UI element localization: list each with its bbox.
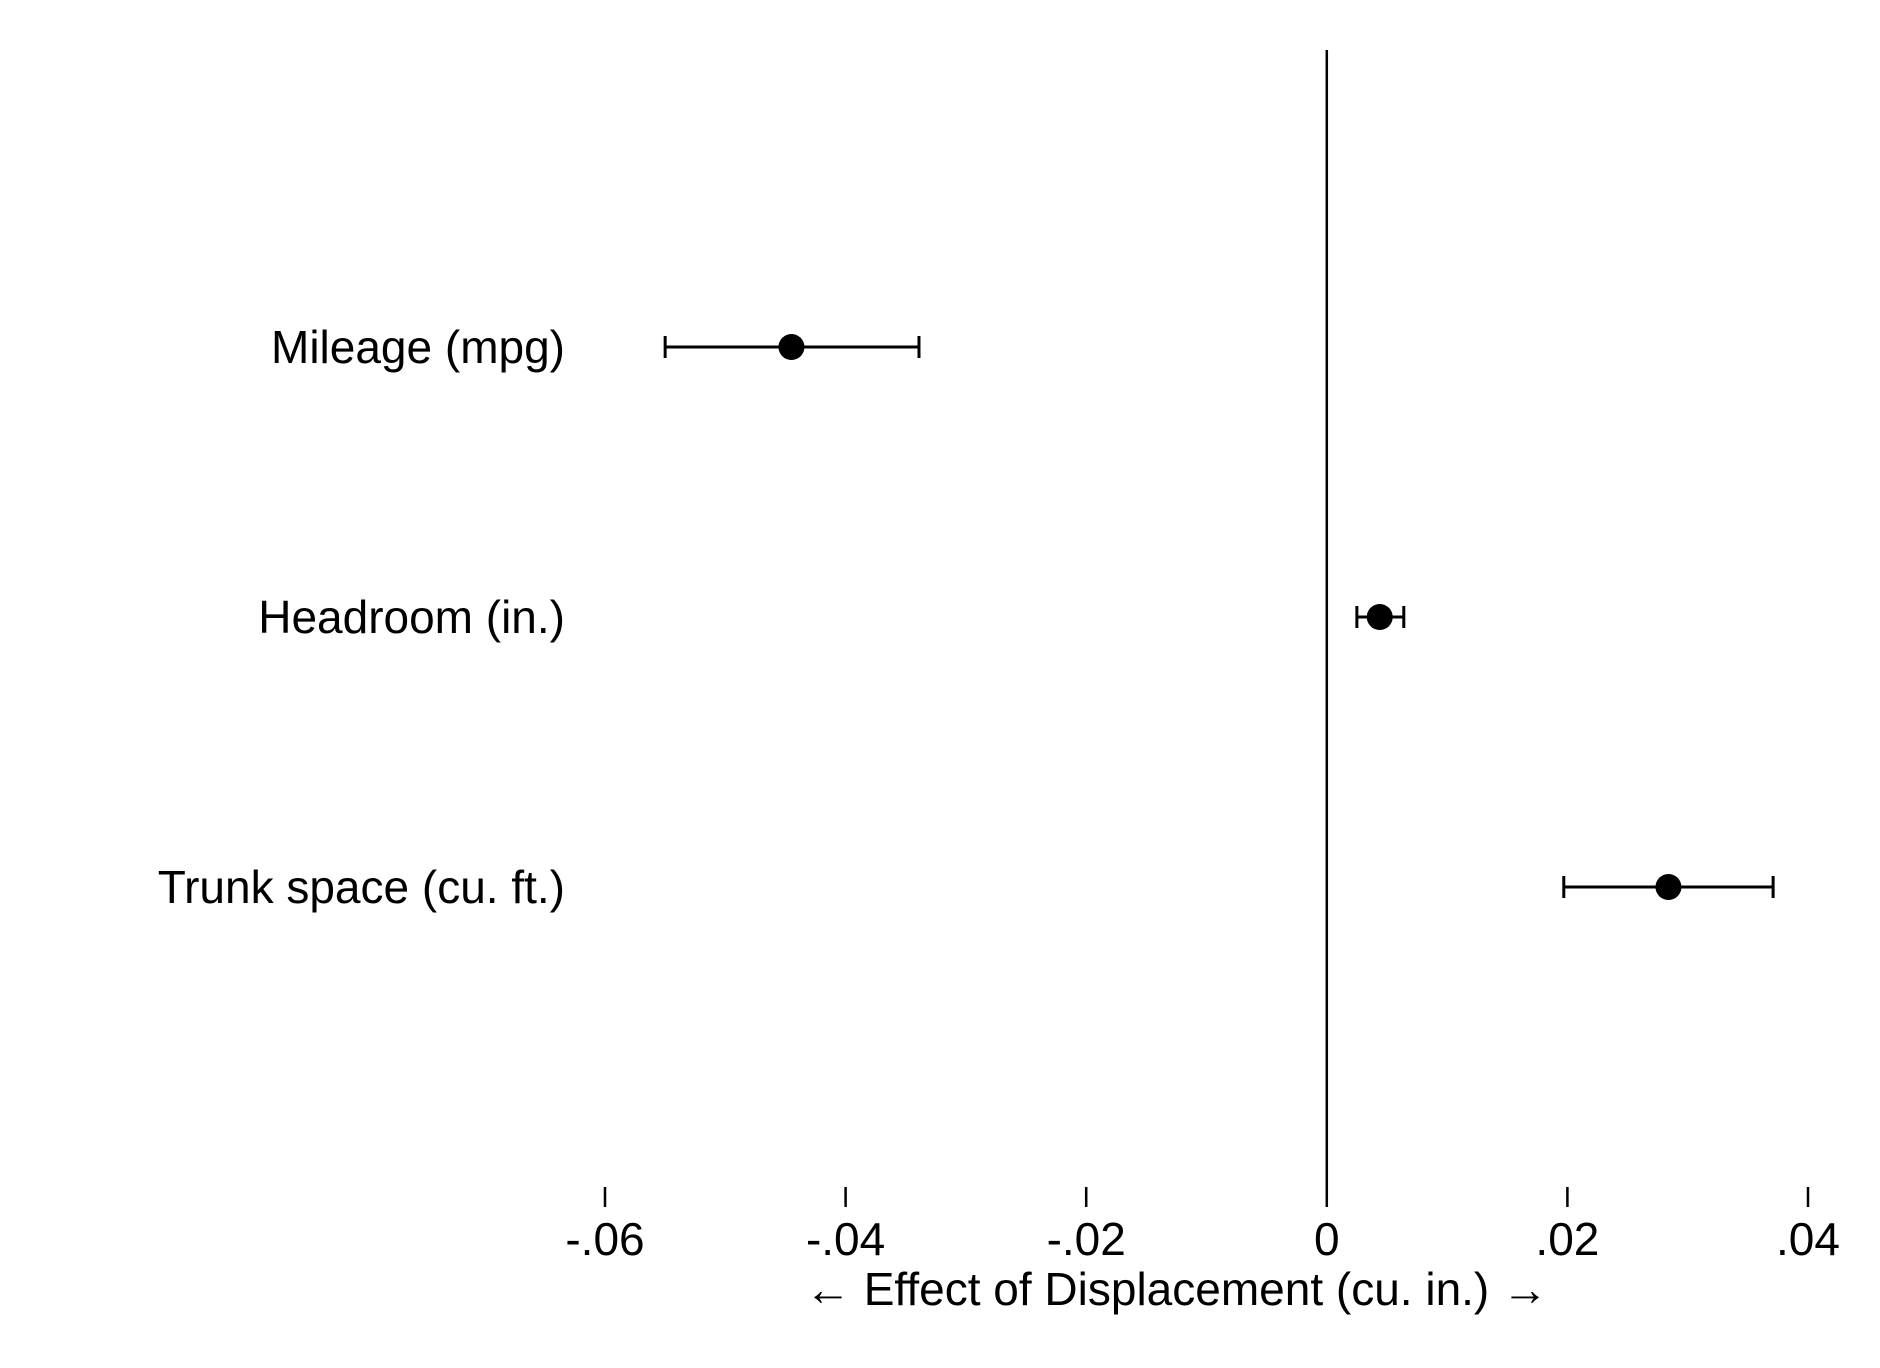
x-tick-label: -.06 [565,1213,644,1265]
coef-row [663,334,921,360]
x-tick-label: .02 [1535,1213,1599,1265]
x-tick-label: -.02 [1047,1213,1126,1265]
x-tick-label: 0 [1314,1213,1340,1265]
x-axis-title: ← Effect of Displacement (cu. in.) → [805,1263,1548,1315]
point-estimate-marker [778,334,805,360]
category-label: Headroom (in.) [258,591,565,643]
x-tick-label: -.04 [806,1213,885,1265]
x-tick-label: .04 [1776,1213,1840,1265]
coef-row [1562,874,1775,900]
point-estimate-marker [1655,874,1682,900]
category-label: Trunk space (cu. ft.) [158,861,565,913]
point-estimate-marker [1366,604,1393,630]
coef-row [1355,604,1406,630]
category-label: Mileage (mpg) [271,321,565,373]
